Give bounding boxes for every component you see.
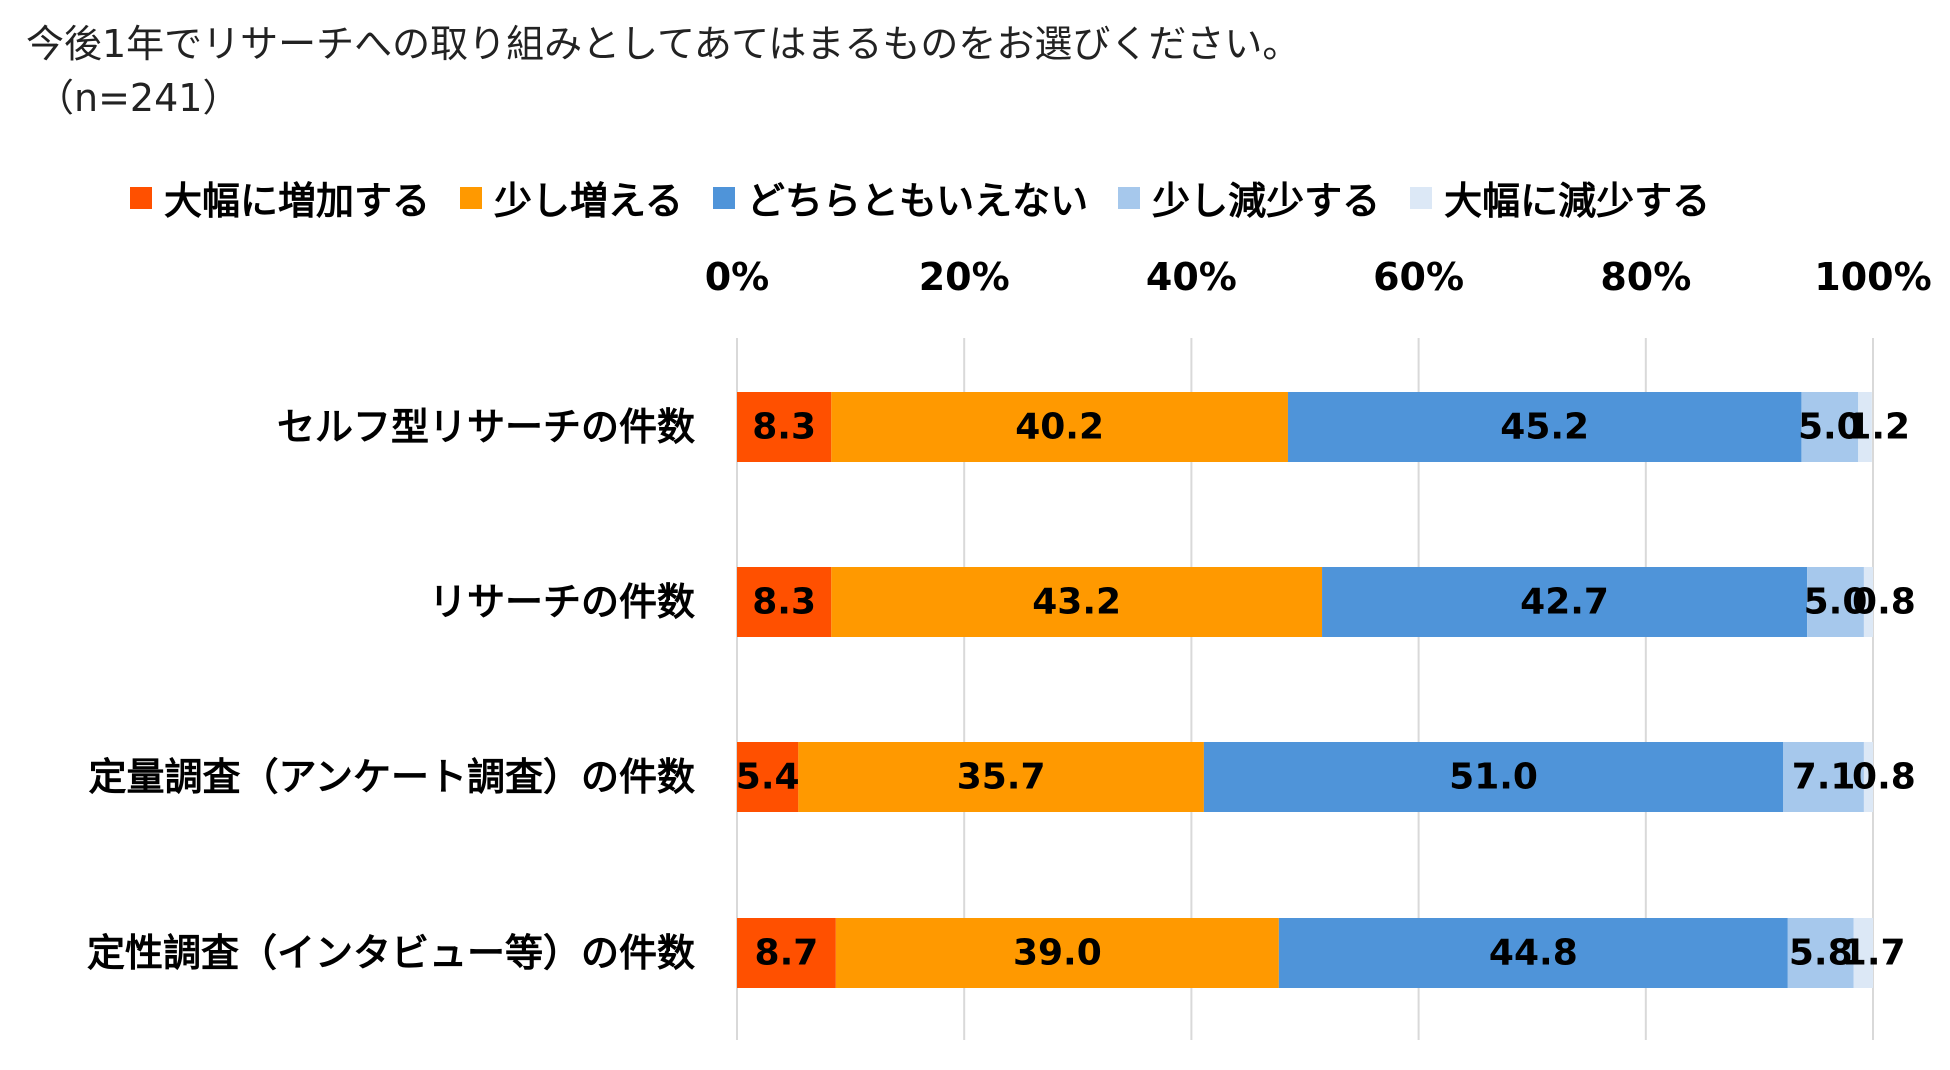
category-label: 定性調査（インタビュー等）の件数 [87, 931, 695, 975]
legend-label: どちらともいえない [746, 179, 1089, 223]
legend-label: 少し減少する [1152, 179, 1381, 223]
category-label: リサーチの件数 [429, 580, 695, 624]
bar-segment [1783, 742, 1864, 812]
value-label: 5.8 [1789, 933, 1853, 974]
bar-segment [1278, 918, 1788, 988]
bar-segment [1863, 567, 1873, 637]
bar-segment [737, 392, 832, 462]
x-tick-label: 0% [705, 255, 770, 299]
bar-segment [1853, 918, 1873, 988]
value-label: 5.4 [736, 757, 800, 798]
bar-segment [737, 918, 836, 988]
value-label: 44.8 [1489, 933, 1578, 974]
value-label: 7.1 [1792, 757, 1856, 798]
bar-segment [1322, 567, 1808, 637]
category-label: 定量調査（アンケート調査）の件数 [89, 755, 695, 799]
bar-segment [1863, 742, 1873, 812]
legend-label: 大幅に増加する [164, 179, 431, 223]
legend-item-slight-increase: 少し増える [460, 170, 683, 225]
chart-subtitle: （n=241） [36, 76, 241, 120]
bar-segment [1787, 918, 1854, 988]
value-label: 43.2 [1032, 582, 1121, 623]
legend-item-neutral: どちらともいえない [712, 170, 1089, 225]
bar-segment [831, 392, 1288, 462]
bar-segment [831, 567, 1323, 637]
chart-title: 今後1年でリサーチへの取り組みとしてあてはまるものをお選びください。 [26, 22, 1301, 66]
value-label: 1.7 [1842, 933, 1906, 974]
value-label: 1.2 [1846, 407, 1910, 448]
legend-swatch [1410, 186, 1433, 209]
x-tick-label: 80% [1600, 255, 1691, 299]
value-label: 40.2 [1015, 407, 1104, 448]
bar-segment [1287, 392, 1802, 462]
x-tick-label: 40% [1146, 255, 1237, 299]
value-label: 0.8 [1852, 757, 1916, 798]
bar-segment [1203, 742, 1784, 812]
category-label: セルフ型リサーチの件数 [277, 405, 695, 449]
value-label: 51.0 [1449, 757, 1538, 798]
x-tick-label: 100% [1814, 255, 1931, 299]
x-tick-label: 20% [919, 255, 1010, 299]
value-label: 8.3 [752, 407, 816, 448]
legend-label: 大幅に減少する [1444, 179, 1711, 223]
legend-label: 少し増える [494, 179, 683, 223]
value-label: 8.3 [752, 582, 816, 623]
x-tick-label: 60% [1373, 255, 1464, 299]
legend-swatch [460, 186, 483, 209]
bar-segment [835, 918, 1279, 988]
bar-segment [1801, 392, 1859, 462]
legend-swatch [1118, 186, 1141, 209]
value-label: 0.8 [1852, 582, 1916, 623]
value-label: 5.0 [1804, 582, 1868, 623]
legend: 大幅に増加する 少し増える どちらともいえない 少し減少する 大幅に減少する [130, 170, 1710, 225]
bar-segment [737, 742, 799, 812]
value-label: 5.0 [1798, 407, 1862, 448]
value-label: 45.2 [1500, 407, 1589, 448]
value-label: 35.7 [957, 757, 1046, 798]
value-label: 39.0 [1013, 933, 1102, 974]
legend-swatch [712, 186, 735, 209]
legend-item-large-decrease: 大幅に減少する [1410, 170, 1710, 225]
value-label: 8.7 [755, 933, 819, 974]
legend-item-slight-decrease: 少し減少する [1118, 170, 1380, 225]
legend-item-large-increase: 大幅に増加する [130, 170, 430, 225]
legend-swatch [130, 186, 152, 209]
bar-segment [737, 567, 832, 637]
bar-segment [1807, 567, 1864, 637]
bar-segment [798, 742, 1204, 812]
bar-segment [1858, 392, 1872, 462]
value-label: 42.7 [1520, 582, 1609, 623]
